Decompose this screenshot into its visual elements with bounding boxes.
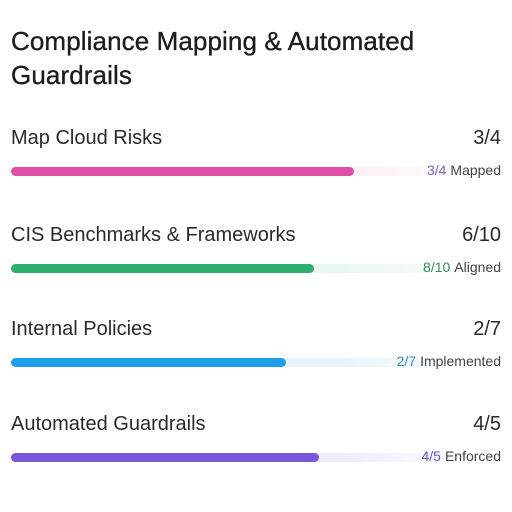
- progress-item-header: CIS Benchmarks & Frameworks 6/10: [11, 224, 501, 248]
- progress-status-word: Implemented: [420, 353, 501, 369]
- progress-item-count: 6/10: [462, 224, 501, 246]
- progress-fill: [11, 358, 286, 367]
- progress-status-word: Aligned: [454, 259, 501, 275]
- progress-item-count: 4/5: [473, 413, 501, 435]
- progress-item-header: Map Cloud Risks 3/4: [11, 127, 501, 151]
- progress-item-internal-policies: Internal Policies 2/7 2/7 Implemented: [11, 318, 501, 388]
- progress-item-header: Internal Policies 2/7: [11, 318, 501, 342]
- progress-fill: [11, 167, 355, 176]
- progress-track: [11, 167, 481, 176]
- progress-item-label: Map Cloud Risks: [11, 127, 163, 149]
- progress-item-map-cloud-risks: Map Cloud Risks 3/4 3/4 Mapped: [11, 127, 501, 197]
- page-title: Compliance Mapping & Automated Guardrail…: [11, 26, 415, 90]
- progress-status-fraction: 3/4: [426, 162, 447, 178]
- progress-status: 4/5 Enforced: [421, 448, 501, 464]
- progress-item-label: Automated Guardrails: [11, 413, 206, 435]
- progress-item-label: CIS Benchmarks & Frameworks: [11, 224, 296, 246]
- progress-status-word: Mapped: [450, 162, 501, 178]
- progress-item-label: Internal Policies: [11, 318, 153, 340]
- progress-status: 8/10 Aligned: [423, 259, 501, 275]
- progress-item-cis-benchmarks: CIS Benchmarks & Frameworks 6/10 8/10 Ali…: [11, 224, 501, 294]
- progress-status-fraction: 4/5: [421, 448, 441, 464]
- progress-track: [11, 453, 481, 462]
- progress-fill: [11, 453, 319, 462]
- progress-item-header: Automated Guardrails 4/5: [11, 413, 501, 437]
- progress-item-automated-guardrails: Automated Guardrails 4/5 4/5 Enforced: [11, 413, 501, 483]
- progress-status: 2/7 Implemented: [397, 353, 501, 369]
- progress-item-count: 3/4: [473, 127, 501, 149]
- progress-status: 3/4 Mapped: [427, 162, 501, 178]
- progress-item-count: 2/7: [473, 318, 501, 340]
- progress-track: [11, 358, 481, 367]
- progress-status-fraction: 2/7: [396, 353, 417, 369]
- progress-track: [11, 264, 481, 273]
- progress-status-word: Enforced: [444, 448, 501, 464]
- progress-fill: [11, 264, 315, 273]
- progress-status-fraction: 8/10: [423, 259, 451, 275]
